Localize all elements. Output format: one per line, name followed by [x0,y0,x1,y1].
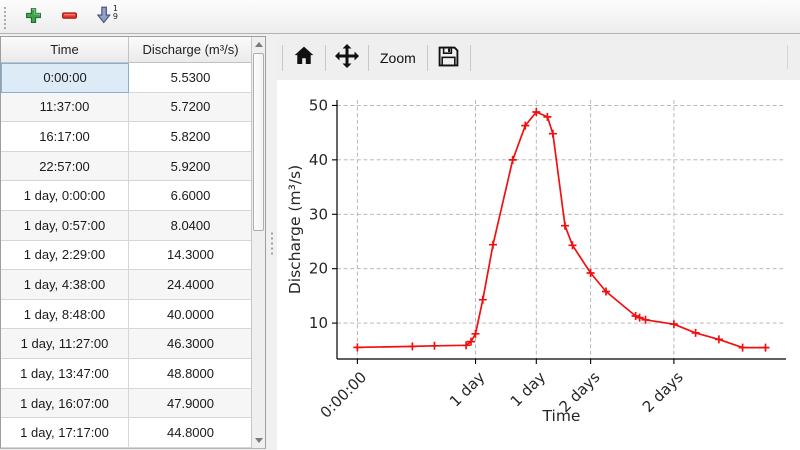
pan-button[interactable] [331,42,363,74]
table-row: 1 day, 11:27:00 46.3000 [1,329,253,360]
sort-ascending-1-9-icon [96,6,113,27]
chart-panel: Zoom 10 20 30 40 50 0:00:00 1 day 1 day 2 days 2 … [277,35,800,450]
svg-text:Discharge (m³/s): Discharge (m³/s) [286,165,304,294]
discharge-cell[interactable]: 24.4000 [129,270,253,300]
svg-text:20: 20 [309,260,328,278]
main-toolbar: 1 9 [0,0,800,34]
time-cell[interactable]: 11:37:00 [1,92,129,123]
add-row-button[interactable] [19,4,47,30]
time-cell[interactable]: 1 day, 8:48:00 [1,299,129,330]
panel-splitter[interactable] [266,35,277,450]
table-row: 1 day, 16:07:00 47.9000 [1,388,253,419]
chart-figure: 10 20 30 40 50 0:00:00 1 day 1 day 2 days 2 days T… [277,80,800,450]
column-header-time[interactable]: Time [1,37,129,63]
svg-text:40: 40 [309,151,328,169]
home-button[interactable] [288,42,320,74]
toolbar-separator [325,44,326,71]
time-cell[interactable]: 0:00:00 [1,63,129,93]
time-cell[interactable]: 1 day, 0:00:00 [1,181,129,212]
discharge-cell[interactable]: 44.8000 [129,418,253,448]
discharge-cell[interactable]: 14.3000 [129,240,253,271]
discharge-cell[interactable]: 6.6000 [129,181,253,212]
svg-text:10: 10 [309,314,328,332]
sort-digits: 1 9 [112,3,118,21]
time-cell[interactable]: 1 day, 0:57:00 [1,211,129,241]
svg-text:Time: Time [542,407,581,425]
discharge-cell[interactable]: 48.8000 [129,359,253,389]
minus-icon [61,7,78,27]
discharge-cell[interactable]: 5.9200 [129,151,253,182]
svg-text:2 days: 2 days [639,368,687,416]
discharge-cell[interactable]: 5.7200 [129,92,253,123]
time-cell[interactable]: 1 day, 13:47:00 [1,359,129,389]
scrollbar-up-button[interactable] [252,37,265,52]
toolbar-separator [426,44,428,71]
save-icon [437,45,460,71]
svg-text:30: 30 [309,205,328,223]
table-row: 1 day, 13:47:00 48.8000 [1,359,253,389]
toolbar-separator [469,44,471,71]
svg-text:1 day: 1 day [507,368,549,410]
time-cell[interactable]: 1 day, 17:17:00 [1,418,129,448]
time-series-table-panel: Time Discharge (m³/s) 0:00:00 5.5300 11:37… [0,36,266,449]
time-cell[interactable]: 1 day, 2:29:00 [1,240,129,271]
plus-icon [25,7,42,27]
column-header-discharge[interactable]: Discharge (m³/s) [129,37,253,63]
discharge-cell[interactable]: 5.5300 [129,63,253,93]
svg-text:1 day: 1 day [446,368,488,410]
time-cell[interactable]: 16:17:00 [1,122,129,152]
table-row: 1 day, 0:57:00 8.0400 [1,211,253,241]
discharge-cell[interactable]: 40.0000 [129,299,253,330]
table-row: 1 day, 2:29:00 14.3000 [1,240,253,271]
toolbar-separator [368,44,369,71]
table-row: 1 day, 8:48:00 40.0000 [1,299,253,330]
time-cell[interactable]: 1 day, 11:27:00 [1,329,129,360]
pan-icon [335,44,359,71]
table-row: 0:00:00 5.5300 [1,63,253,93]
table-row: 1 day, 17:17:00 44.8000 [1,418,253,448]
toolbar-separator [787,45,788,69]
triangle-up-icon [254,42,263,47]
home-icon [293,45,315,70]
svg-text:50: 50 [309,96,328,114]
save-button[interactable] [433,42,465,74]
time-cell[interactable]: 1 day, 4:38:00 [1,270,129,300]
table-header: Time Discharge (m³/s) [1,37,265,63]
zoom-button[interactable]: Zoom [374,42,422,74]
table-row: 1 day, 4:38:00 24.4000 [1,270,253,300]
table-row: 11:37:00 5.7200 [1,92,253,123]
time-cell[interactable]: 1 day, 16:07:00 [1,388,129,419]
scrollbar-thumb[interactable] [253,53,264,231]
toolbar-separator [282,44,283,71]
table-row: 16:17:00 5.8200 [1,122,253,152]
discharge-cell[interactable]: 46.3000 [129,329,253,360]
chart-toolbar: Zoom [277,35,800,80]
remove-row-button[interactable] [55,4,83,30]
table-row: 1 day, 0:00:00 6.6000 [1,181,253,212]
scrollbar-down-button[interactable] [252,433,265,448]
toolbar-drag-handle[interactable] [2,4,7,29]
table-scrollbar[interactable] [251,37,265,448]
table-row: 22:57:00 5.9200 [1,151,253,182]
table-body: 0:00:00 5.5300 11:37:00 5.7200 16:17:00 5.820… [1,63,253,448]
triangle-down-icon [254,438,263,443]
discharge-cell[interactable]: 5.8200 [129,122,253,152]
discharge-cell[interactable]: 47.9000 [129,388,253,419]
svg-text:0:00:00: 0:00:00 [317,368,371,422]
splitter-handle-icon [269,230,274,255]
sort-ascending-button[interactable]: 1 9 [91,4,119,30]
time-cell[interactable]: 22:57:00 [1,151,129,182]
discharge-cell[interactable]: 8.0400 [129,211,253,241]
